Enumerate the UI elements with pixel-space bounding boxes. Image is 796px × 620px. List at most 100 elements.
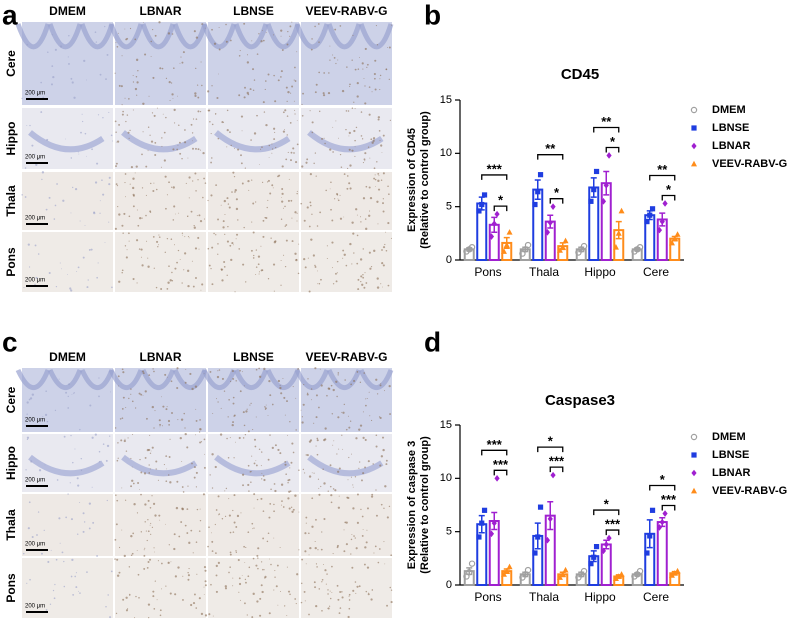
tissue-texture: [329, 464, 332, 467]
tissue-texture: [143, 21, 145, 23]
tissue-texture: [313, 472, 315, 474]
tissue-texture: [145, 214, 147, 217]
tissue-texture: [362, 197, 366, 200]
tissue-texture: [354, 146, 356, 148]
micrograph: [208, 172, 299, 230]
tissue-texture: [364, 152, 367, 155]
tissue-texture: [247, 430, 250, 433]
tissue-texture: [210, 268, 212, 270]
tissue-texture: [371, 493, 374, 496]
tissue-texture: [364, 160, 366, 162]
tissue-texture: [132, 177, 135, 180]
tissue-texture: [242, 484, 244, 487]
tissue-texture: [142, 372, 145, 375]
tissue-texture: [321, 531, 323, 533]
tissue-texture: [307, 378, 309, 380]
tissue-texture: [279, 386, 282, 390]
data-point: [606, 534, 612, 542]
data-point: [615, 230, 622, 236]
tissue-texture: [114, 427, 117, 429]
tissue-texture: [47, 560, 50, 563]
tissue-texture: [162, 113, 164, 115]
tissue-texture: [379, 384, 382, 387]
tissue-texture: [198, 214, 201, 217]
data-point: [603, 541, 609, 548]
tissue-texture: [386, 604, 388, 607]
data-point: [618, 571, 625, 577]
tissue-texture: [300, 582, 303, 585]
tissue-texture: [348, 599, 351, 601]
tissue-band: [307, 454, 384, 477]
tissue-texture: [226, 129, 229, 132]
tissue-texture: [255, 266, 258, 268]
tissue-texture: [287, 30, 289, 33]
tissue-texture: [271, 184, 274, 187]
tissue-texture: [70, 575, 73, 578]
tissue-texture: [350, 538, 353, 541]
tissue-texture: [316, 437, 319, 440]
tissue-texture: [130, 485, 133, 488]
data-point: [656, 226, 663, 234]
tissue-texture: [116, 499, 119, 502]
x-tick-label: Cere: [643, 265, 669, 279]
tissue-texture: [207, 247, 210, 250]
tissue-texture: [309, 110, 311, 112]
tissue-texture: [374, 545, 377, 548]
data-point: [503, 567, 510, 574]
micrograph: [208, 22, 299, 105]
tissue-texture: [132, 81, 135, 83]
tissue-texture: [329, 188, 331, 190]
tissue-texture: [384, 485, 387, 488]
tissue-texture: [136, 209, 138, 211]
tissue-texture: [235, 551, 238, 554]
tissue-texture: [170, 238, 173, 240]
tissue-texture: [276, 564, 279, 567]
tissue-texture: [228, 206, 231, 209]
tissue-texture: [121, 269, 124, 272]
tissue-texture: [248, 490, 250, 492]
data-point: [659, 218, 665, 225]
tissue-texture: [79, 428, 81, 431]
tissue-texture: [71, 393, 73, 395]
tissue-texture: [211, 28, 213, 31]
tissue-texture: [244, 86, 246, 89]
tissue-texture: [143, 567, 146, 570]
tissue-texture: [271, 148, 274, 150]
panel-letter: a: [2, 0, 18, 30]
tissue-texture: [239, 369, 241, 372]
tissue-texture: [277, 448, 280, 452]
tissue-texture: [337, 506, 341, 509]
tissue-texture: [289, 467, 291, 469]
tissue-texture: [118, 280, 121, 283]
tissue-texture: [152, 235, 155, 238]
tissue-texture: [41, 171, 45, 174]
data-point: [636, 567, 644, 575]
tissue-texture: [256, 114, 258, 117]
tissue-texture: [390, 554, 393, 557]
tissue-texture: [286, 566, 288, 568]
tissue-texture: [120, 85, 123, 88]
tissue-texture: [235, 526, 238, 528]
tissue-texture: [273, 483, 276, 485]
tissue-texture: [38, 158, 40, 160]
tissue-texture: [335, 62, 337, 65]
tissue-texture: [143, 554, 146, 557]
tissue-texture: [195, 607, 198, 609]
tissue-texture: [344, 521, 347, 524]
tissue-texture: [132, 277, 135, 281]
tissue-texture: [261, 146, 263, 148]
tissue-texture: [297, 272, 300, 275]
tissue-texture: [339, 25, 342, 27]
tissue-texture: [257, 567, 259, 570]
tissue-texture: [192, 285, 195, 288]
tissue-texture: [230, 380, 232, 382]
tissue-texture: [250, 470, 252, 473]
tissue-texture: [253, 493, 256, 496]
legend-marker: [691, 125, 697, 131]
tissue-texture: [255, 564, 258, 567]
tissue-texture: [203, 177, 205, 180]
tissue-texture: [98, 395, 100, 398]
data-point: [671, 235, 678, 242]
tissue-texture: [116, 45, 119, 48]
tissue-texture: [227, 203, 230, 205]
